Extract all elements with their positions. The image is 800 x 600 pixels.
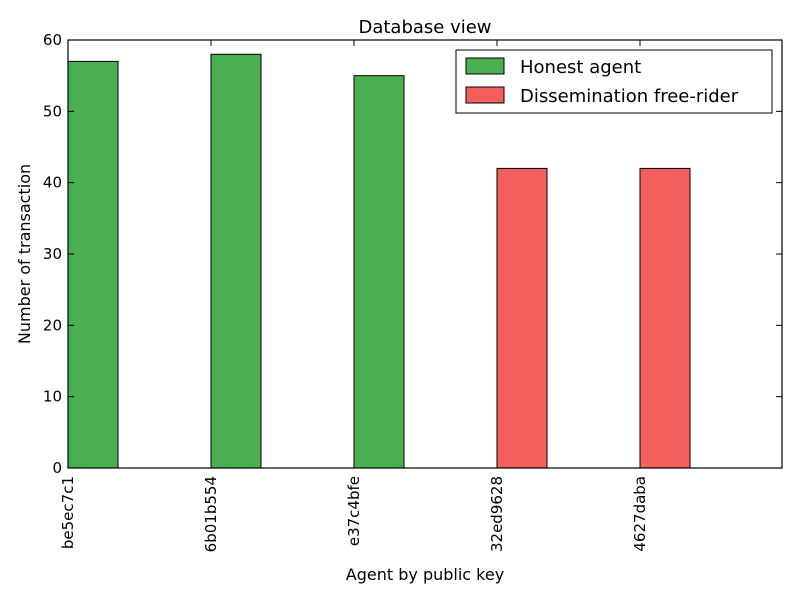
y-tick-label-30: 30 xyxy=(43,245,62,263)
bar-be5ec7c1 xyxy=(67,60,119,469)
y-tick-label-40: 40 xyxy=(43,174,62,192)
legend-label-free-rider: Dissemination free-rider xyxy=(520,86,739,107)
y-axis-label: Number of transaction xyxy=(15,164,34,344)
legend-box xyxy=(455,49,773,114)
chart-title: Database view xyxy=(358,17,491,38)
x-tick-label-e37c4bfe: e37c4bfe xyxy=(345,476,363,546)
bars xyxy=(67,53,691,469)
legend-label-honest: Honest agent xyxy=(520,57,641,78)
x-tick-label-be5ec7c1: be5ec7c1 xyxy=(59,476,77,549)
legend-swatch-free-rider xyxy=(465,86,505,104)
y-tick-label-10: 10 xyxy=(43,388,62,406)
x-tick-label-4627daba: 4627daba xyxy=(631,476,649,552)
y-axis: 0 10 20 30 40 50 60 xyxy=(43,31,782,477)
bar-32ed9628 xyxy=(496,167,548,469)
x-axis: be5ec7c1 6b01b554 e37c4bfe 32ed9628 4627daba xyxy=(59,40,649,552)
y-tick-label-0: 0 xyxy=(52,459,62,477)
y-tick-label-20: 20 xyxy=(43,316,62,334)
legend-swatch-honest xyxy=(465,57,505,75)
x-tick-label-6b01b554: 6b01b554 xyxy=(202,476,220,552)
bar-e37c4bfe xyxy=(353,75,405,469)
bar-4627daba xyxy=(639,167,691,469)
x-tick-label-32ed9628: 32ed9628 xyxy=(488,476,506,552)
bar-6b01b554 xyxy=(210,53,262,469)
y-tick-label-50: 50 xyxy=(43,102,62,120)
x-axis-label: Agent by public key xyxy=(346,565,504,584)
y-tick-label-60: 60 xyxy=(43,31,62,49)
legend: Honest agent Dissemination free-rider xyxy=(455,49,773,114)
